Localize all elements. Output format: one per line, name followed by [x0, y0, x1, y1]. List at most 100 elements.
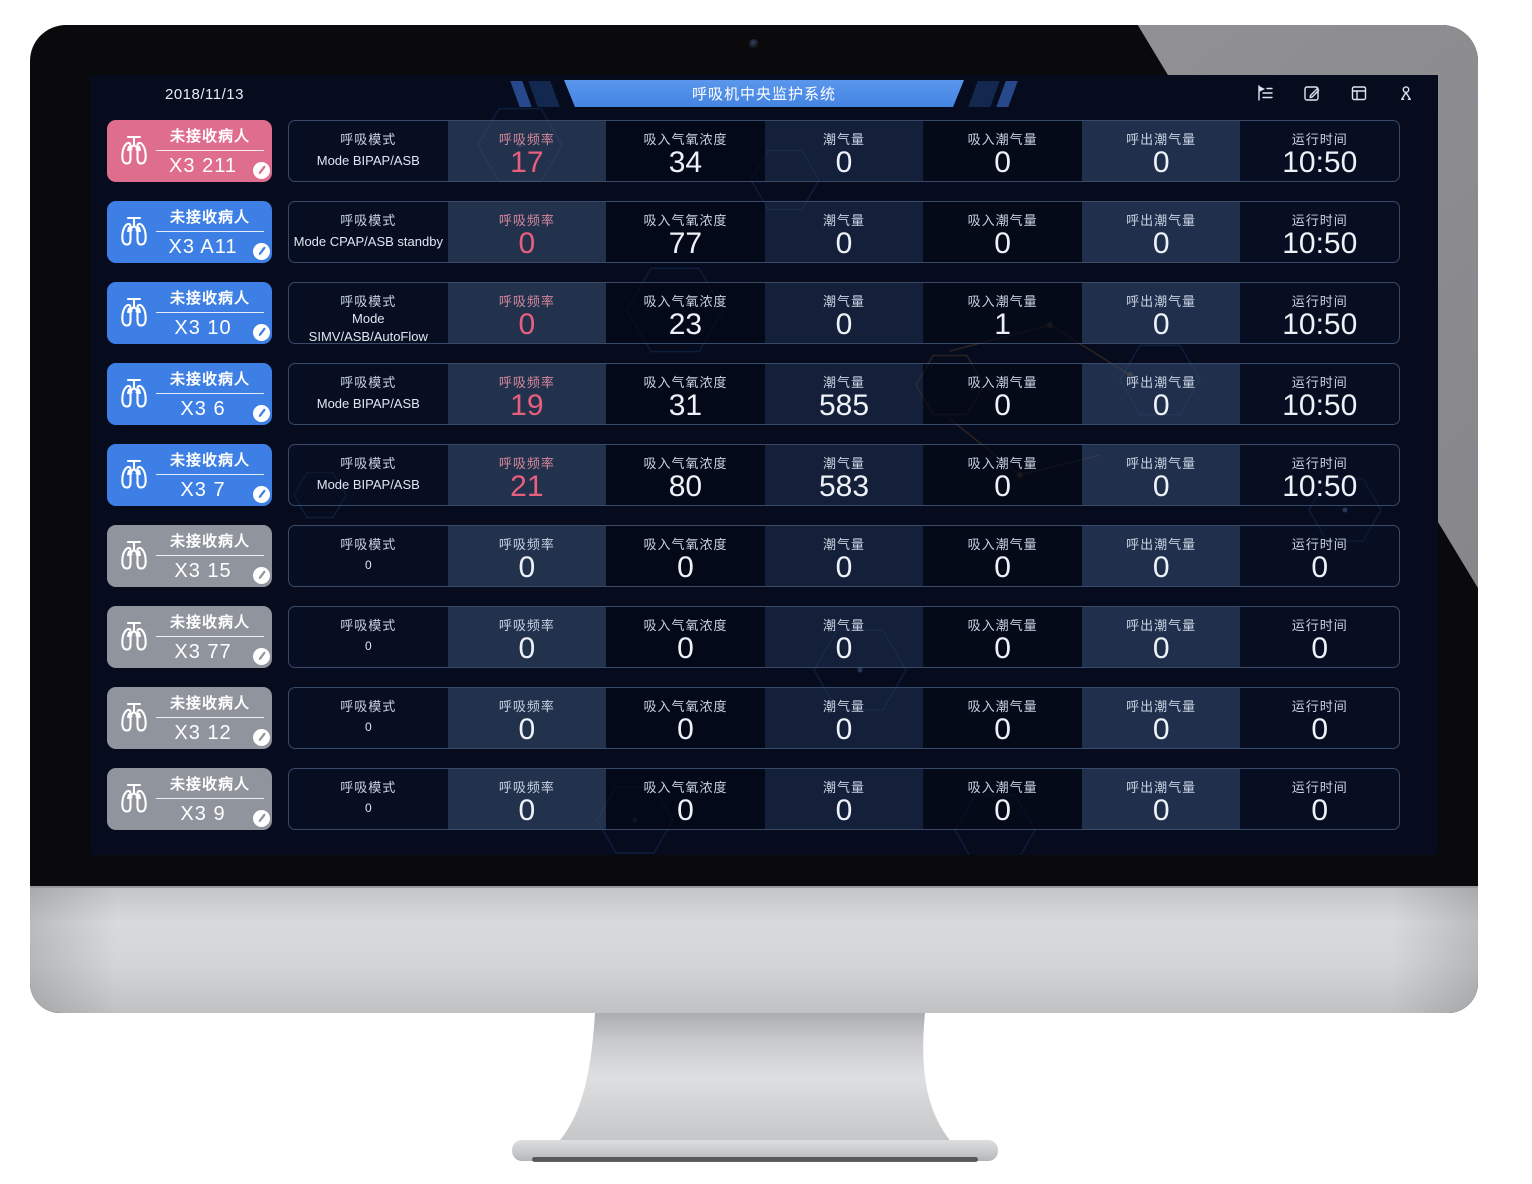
- edit-icon[interactable]: [253, 485, 270, 503]
- cell-exp-tidal-volume: 呼出潮气量 0: [1081, 202, 1241, 262]
- patient-card[interactable]: 未接收病人 X3 A11: [107, 201, 272, 263]
- column-header: 呼吸频率: [498, 213, 555, 228]
- cell-tidal-volume: 潮气量 0: [764, 202, 924, 262]
- card-text: 未接收病人 X3 12: [154, 687, 272, 750]
- patient-id: X3 6: [180, 397, 226, 420]
- insp-tidal-volume-value: 0: [994, 389, 1011, 422]
- cell-vent-mode: 呼吸模式 Mode CPAP/ASB standby: [289, 202, 448, 262]
- monitor-stand: [512, 1013, 998, 1162]
- cell-vent-mode: 呼吸模式 Mode SIMV/ASB/AutoFlow standby: [289, 283, 448, 343]
- edit-icon[interactable]: [253, 728, 270, 746]
- tidal-volume-value: 0: [835, 146, 853, 179]
- edit-icon[interactable]: [253, 161, 270, 179]
- patient-card[interactable]: 未接收病人 X3 6: [107, 363, 272, 425]
- column-header: 呼吸模式: [340, 699, 397, 714]
- column-header: 呼出潮气量: [1126, 375, 1197, 390]
- runtime-value: 0: [1311, 632, 1329, 665]
- patient-status-label: 未接收病人: [169, 775, 250, 793]
- column-header: 运行时间: [1291, 780, 1348, 795]
- rows: 未接收病人 X3 211 呼吸模式 Mode BIPAP/ASB 呼吸频率 17…: [90, 120, 1438, 830]
- column-header: 运行时间: [1291, 699, 1348, 714]
- cell-insp-tidal-volume: 吸入潮气量 1: [923, 283, 1082, 343]
- vent-mode-value: 0: [364, 639, 372, 654]
- column-header: 吸入气氧浓度: [643, 618, 728, 633]
- runtime-value: 10:50: [1282, 146, 1358, 179]
- lung-icon: [114, 376, 154, 412]
- collapse-menu-icon[interactable]: [1256, 84, 1274, 102]
- column-header: 呼吸模式: [340, 375, 397, 390]
- exp-tidal-volume-value: 0: [1152, 794, 1170, 827]
- cell-insp-tidal-volume: 吸入潮气量 0: [923, 607, 1082, 667]
- layout-panel-icon[interactable]: [1350, 84, 1368, 102]
- data-panel: 呼吸模式 Mode CPAP/ASB standby 呼吸频率 0 吸入气氧浓度…: [288, 201, 1400, 263]
- runtime-value: 0: [1311, 713, 1329, 746]
- fio2-value: 0: [677, 794, 694, 827]
- column-header: 运行时间: [1291, 375, 1348, 390]
- data-panel: 呼吸模式 0 呼吸频率 0 吸入气氧浓度 0 潮气量 0 吸入潮气量 0 呼出潮…: [288, 606, 1400, 668]
- patient-row: 未接收病人 X3 10 呼吸模式 Mode SIMV/ASB/AutoFlow …: [107, 282, 1400, 344]
- cell-resp-rate: 呼吸频率 0: [447, 202, 607, 262]
- cell-exp-tidal-volume: 呼出潮气量 0: [1081, 445, 1241, 505]
- cell-runtime: 运行时间 10:50: [1240, 202, 1399, 262]
- cell-fio2: 吸入气氧浓度 77: [606, 202, 765, 262]
- edit-icon[interactable]: [253, 566, 270, 584]
- exp-tidal-volume-value: 0: [1152, 227, 1170, 260]
- patient-id: X3 211: [169, 154, 237, 177]
- patient-card[interactable]: 未接收病人 X3 7: [107, 444, 272, 506]
- insp-tidal-volume-value: 1: [994, 308, 1011, 341]
- patient-id: X3 7: [180, 478, 226, 501]
- lung-icon: [114, 214, 154, 250]
- runtime-value: 0: [1311, 551, 1329, 584]
- user-icon[interactable]: [1397, 84, 1415, 102]
- fio2-value: 80: [668, 470, 703, 503]
- current-date: 2018/11/13: [165, 86, 244, 103]
- tidal-volume-value: 0: [835, 308, 853, 341]
- edit-icon[interactable]: [253, 242, 270, 260]
- cell-resp-rate: 呼吸频率 19: [447, 364, 607, 424]
- patient-row: 未接收病人 X3 6 呼吸模式 Mode BIPAP/ASB 呼吸频率 19 吸…: [107, 363, 1400, 425]
- cell-vent-mode: 呼吸模式 Mode BIPAP/ASB: [289, 364, 448, 424]
- fio2-value: 31: [668, 389, 703, 422]
- monitor-chin: [30, 886, 1478, 1013]
- column-header: 呼出潮气量: [1126, 699, 1197, 714]
- patient-card[interactable]: 未接收病人 X3 10: [107, 282, 272, 344]
- lung-icon: [114, 133, 154, 169]
- insp-tidal-volume-value: 0: [994, 551, 1011, 584]
- cell-insp-tidal-volume: 吸入潮气量 0: [923, 364, 1082, 424]
- compose-edit-icon[interactable]: [1303, 84, 1321, 102]
- cell-vent-mode: 呼吸模式 0: [289, 607, 448, 667]
- column-header: 呼出潮气量: [1126, 780, 1197, 795]
- fio2-value: 34: [668, 146, 703, 179]
- edit-icon[interactable]: [253, 404, 270, 422]
- lung-icon: [114, 538, 154, 574]
- card-text: 未接收病人 X3 6: [154, 363, 272, 426]
- edit-icon[interactable]: [253, 323, 270, 341]
- patient-card[interactable]: 未接收病人 X3 77: [107, 606, 272, 668]
- patient-row: 未接收病人 X3 A11 呼吸模式 Mode CPAP/ASB standby …: [107, 201, 1400, 263]
- edit-icon[interactable]: [253, 809, 270, 827]
- column-header: 呼吸频率: [498, 132, 555, 147]
- patient-id: X3 10: [174, 316, 232, 339]
- patient-card[interactable]: 未接收病人 X3 15: [107, 525, 272, 587]
- data-panel: 呼吸模式 Mode BIPAP/ASB 呼吸频率 17 吸入气氧浓度 34 潮气…: [288, 120, 1400, 182]
- patient-card[interactable]: 未接收病人 X3 211: [107, 120, 272, 182]
- patient-card[interactable]: 未接收病人 X3 12: [107, 687, 272, 749]
- insp-tidal-volume-value: 0: [994, 227, 1011, 260]
- column-header: 吸入潮气量: [967, 294, 1038, 309]
- column-header: 潮气量: [823, 456, 866, 471]
- cell-fio2: 吸入气氧浓度 23: [606, 283, 765, 343]
- exp-tidal-volume-value: 0: [1152, 308, 1170, 341]
- card-text: 未接收病人 X3 A11: [154, 201, 272, 264]
- cell-runtime: 运行时间 0: [1240, 607, 1399, 667]
- column-header: 呼出潮气量: [1126, 213, 1197, 228]
- edit-icon[interactable]: [253, 647, 270, 665]
- exp-tidal-volume-value: 0: [1152, 632, 1170, 665]
- stand-neck: [555, 1013, 955, 1146]
- cell-exp-tidal-volume: 呼出潮气量 0: [1081, 364, 1241, 424]
- cell-tidal-volume: 潮气量 0: [764, 769, 924, 829]
- column-header: 吸入气氧浓度: [643, 699, 728, 714]
- webcam-dot: [749, 39, 759, 49]
- patient-card[interactable]: 未接收病人 X3 9: [107, 768, 272, 830]
- column-header: 吸入气氧浓度: [643, 213, 728, 228]
- cell-exp-tidal-volume: 呼出潮气量 0: [1081, 526, 1241, 586]
